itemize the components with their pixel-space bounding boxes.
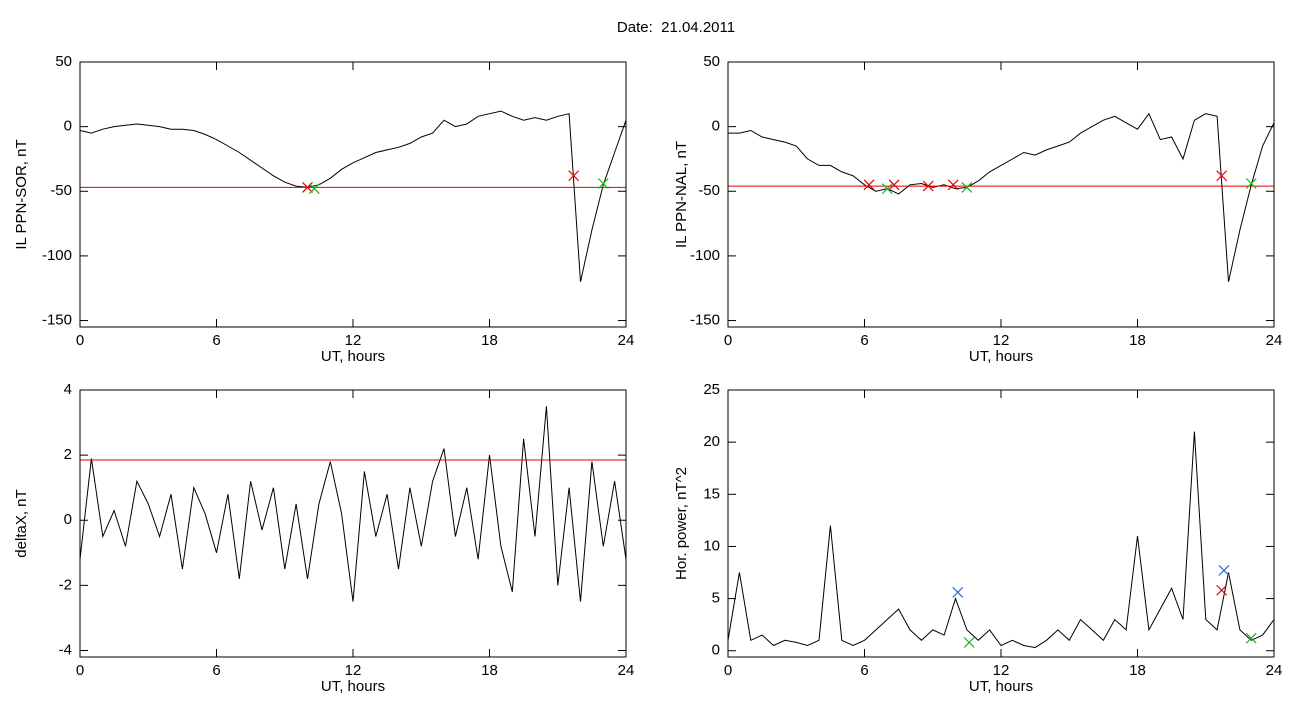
- y-tick-label: -100: [42, 247, 72, 264]
- plot-frame: [79, 389, 627, 658]
- marker: [881, 183, 893, 195]
- y-tick-label: -4: [59, 641, 72, 658]
- chart-title: Date: 21.04.2011: [617, 19, 735, 36]
- plot-frame: [727, 61, 1275, 328]
- marker: [1218, 565, 1230, 576]
- y-tick-label: 20: [703, 433, 720, 450]
- x-tick-label: 24: [1266, 332, 1283, 349]
- marker: [863, 179, 875, 191]
- data-line: [727, 431, 1275, 649]
- data-line: [79, 110, 627, 282]
- y-tick-label: 0: [712, 118, 720, 135]
- marker: [961, 181, 973, 193]
- x-tick-label: 12: [993, 662, 1010, 679]
- marker: [1216, 584, 1228, 596]
- x-tick-label: 18: [481, 332, 498, 349]
- marker: [1216, 170, 1228, 182]
- y-tick-label: 10: [703, 537, 720, 554]
- x-tick-label: 24: [618, 332, 635, 349]
- plot-frame: [727, 389, 1275, 658]
- marker: [1245, 178, 1257, 189]
- panel: 0 5 10 15 20 25 0 6 12 18 24 UT, hours Hor. power, n…: [673, 381, 1282, 695]
- y-tick-label: -100: [690, 247, 720, 264]
- y-tick-label: 2: [64, 446, 72, 463]
- marker: [952, 586, 964, 598]
- y-tick-label: 25: [703, 381, 720, 398]
- y-axis-label: IL PPN-NAL, nT: [673, 141, 690, 248]
- y-tick-label: 50: [703, 53, 720, 70]
- x-axis-label: UT, hours: [321, 678, 385, 695]
- marker: [888, 179, 900, 191]
- panel: -150 -100 -50 0 50 0 6 12 18 24 UT, hours IL PPN-NA…: [673, 53, 1282, 365]
- marker: [597, 178, 609, 189]
- y-tick-label: 50: [55, 53, 72, 70]
- x-tick-label: 24: [1266, 662, 1283, 679]
- x-tick-label: 12: [345, 332, 362, 349]
- x-tick-label: 12: [993, 332, 1010, 349]
- y-axis-label: Hor. power, nT^2: [673, 467, 690, 580]
- y-tick-label: -150: [690, 312, 720, 329]
- y-tick-label: -2: [59, 576, 72, 593]
- y-tick-label: 0: [712, 642, 720, 659]
- panel: -150 -100 -50 0 50 0 6 12 18 24 UT, hours IL PPN-SO…: [13, 53, 634, 365]
- marker: [1245, 632, 1257, 644]
- x-tick-label: 12: [345, 662, 362, 679]
- plot-frame: [79, 61, 627, 328]
- data-line: [728, 112, 1275, 282]
- marker: [568, 170, 580, 182]
- y-tick-label: 4: [64, 381, 72, 398]
- marker: [308, 183, 320, 195]
- y-tick-label: -150: [42, 312, 72, 329]
- x-tick-label: 24: [618, 662, 635, 679]
- x-tick-label: 0: [724, 332, 732, 349]
- y-tick-label: -50: [698, 182, 720, 199]
- x-tick-label: 0: [76, 662, 84, 679]
- x-tick-label: 6: [212, 332, 220, 349]
- marker: [963, 636, 975, 648]
- x-tick-label: 0: [724, 662, 732, 679]
- y-tick-label: 15: [703, 485, 720, 502]
- data-line: [79, 406, 627, 602]
- y-tick-label: 0: [64, 511, 72, 528]
- x-axis-label: UT, hours: [969, 678, 1033, 695]
- marker: [302, 181, 313, 193]
- marker: [947, 179, 959, 191]
- y-axis-label: deltaX, nT: [13, 489, 30, 557]
- x-tick-label: 18: [1129, 662, 1146, 679]
- marker: [922, 180, 934, 192]
- y-tick-label: 5: [712, 590, 720, 607]
- x-tick-label: 18: [481, 662, 498, 679]
- y-tick-label: 0: [64, 118, 72, 135]
- x-tick-label: 6: [860, 662, 868, 679]
- x-tick-label: 0: [76, 332, 84, 349]
- x-axis-label: UT, hours: [321, 348, 385, 365]
- x-axis-label: UT, hours: [969, 348, 1033, 365]
- y-axis-label: IL PPN-SOR, nT: [13, 139, 30, 249]
- x-tick-label: 18: [1129, 332, 1146, 349]
- y-tick-label: -50: [50, 182, 72, 199]
- x-tick-label: 6: [212, 662, 220, 679]
- x-tick-label: 6: [860, 332, 868, 349]
